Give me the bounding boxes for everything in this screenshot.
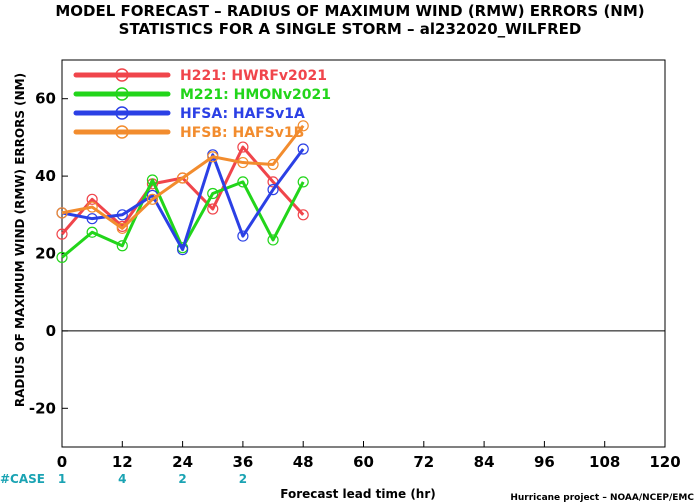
data-point: [237, 156, 249, 169]
case-count-value: 2: [178, 472, 186, 486]
series-layer: [56, 120, 309, 263]
plot-area: [61, 59, 666, 448]
data-point: [86, 226, 98, 238]
y-tick-label: 60: [35, 90, 56, 108]
data-point: [116, 222, 128, 234]
data-point: [297, 209, 309, 221]
x-axis-label: Forecast lead time (hr): [280, 487, 436, 501]
legend-entry: HFSB: HAFSv1B: [180, 125, 304, 141]
y-tick-label: 40: [35, 167, 56, 185]
x-tick-label: 96: [534, 453, 555, 471]
series-line: [61, 124, 305, 230]
x-axis-ticks: 0 12 24 36 48 60 72 84 96 108 120: [57, 441, 681, 471]
case-count-value: 1: [58, 472, 66, 486]
data-point: [177, 172, 189, 184]
data-point: [267, 184, 279, 196]
case-count-label: #CASE: [0, 472, 45, 486]
data-point: [207, 203, 219, 215]
legend-entry: H221: HWRFv2021: [180, 68, 327, 84]
legend-marker: [115, 106, 129, 120]
data-point: [297, 143, 309, 155]
x-tick-label: 0: [57, 453, 67, 471]
data-point: [146, 193, 159, 205]
data-point: [297, 120, 309, 132]
y-axis-label: RADIUS OF MAXIMUM WIND (RMW) ERRORS (NM): [13, 73, 27, 407]
y-tick-label: 0: [46, 322, 56, 340]
data-point: [86, 201, 98, 213]
data-point: [56, 207, 68, 219]
y-axis-ticks: -20 0 20 40 60: [29, 90, 68, 417]
legend-entry: HFSA: HAFSv1A: [180, 106, 305, 122]
series-line: [61, 148, 305, 252]
data-point: [146, 174, 159, 186]
data-point: [86, 213, 98, 225]
x-tick-label: 72: [413, 453, 434, 471]
legend-marker: [115, 68, 129, 82]
x-tick-label: 108: [589, 453, 620, 471]
legend-marker: [115, 87, 129, 101]
data-point: [237, 230, 249, 242]
data-point: [207, 151, 219, 163]
credit-text: Hurricane project – NOAA/NCEP/EMC: [510, 493, 694, 503]
series-line: [60, 145, 305, 236]
data-point: [86, 193, 98, 205]
data-point: [177, 244, 189, 256]
y-tick-label: -20: [29, 399, 56, 417]
data-point: [116, 209, 128, 221]
data-point: [116, 240, 128, 252]
data-point: [267, 234, 279, 246]
x-tick-label: 12: [112, 453, 133, 471]
chart-title: MODEL FORECAST – RADIUS OF MAXIMUM WIND …: [55, 2, 644, 20]
data-point: [237, 176, 249, 188]
series-0: [56, 141, 309, 240]
data-point: [207, 187, 219, 200]
x-tick-label: 36: [232, 453, 253, 471]
x-tick-label: 48: [293, 453, 314, 471]
legend: H221: HWRFv2021 M221: HMONv2021 HFSA: HAFS…: [73, 68, 331, 141]
series-3: [56, 120, 309, 234]
x-tick-label: 84: [474, 453, 495, 471]
chart-subtitle: STATISTICS FOR A SINGLE STORM – al232020…: [119, 20, 582, 38]
y-tick-label: 20: [35, 245, 56, 263]
case-counts: 1 4 2 2: [58, 472, 247, 486]
data-point: [237, 141, 249, 153]
case-count-value: 4: [118, 472, 126, 486]
legend-marker: [115, 125, 129, 139]
x-tick-label: 60: [353, 453, 374, 471]
data-point: [267, 158, 279, 171]
data-point: [56, 251, 68, 263]
x-tick-label: 120: [649, 453, 680, 471]
data-point: [56, 228, 68, 240]
case-count-value: 2: [239, 472, 247, 486]
x-tick-label: 24: [172, 453, 193, 471]
legend-entry: M221: HMONv2021: [180, 87, 331, 103]
data-point: [297, 176, 309, 188]
